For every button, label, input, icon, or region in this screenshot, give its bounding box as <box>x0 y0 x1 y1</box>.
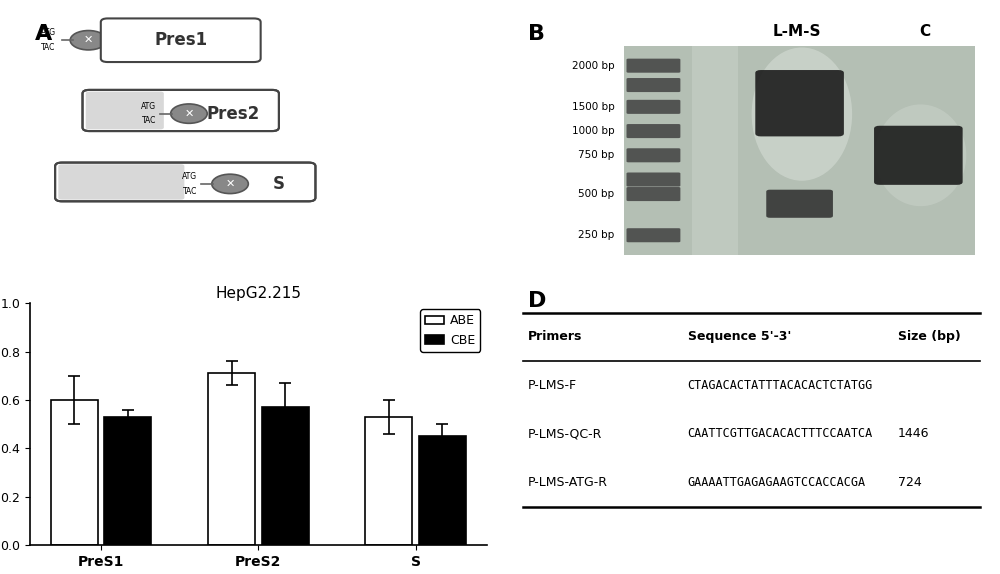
FancyBboxPatch shape <box>626 228 680 242</box>
FancyBboxPatch shape <box>86 92 164 129</box>
Circle shape <box>212 174 248 193</box>
Text: GAAAATTGAGAGAAGTCCACCACGA: GAAAATTGAGAGAAGTCCACCACGA <box>688 476 866 489</box>
Bar <box>51 400 98 545</box>
Text: TAC: TAC <box>142 117 156 125</box>
FancyBboxPatch shape <box>55 162 315 201</box>
Bar <box>624 46 975 255</box>
Text: B: B <box>528 25 545 45</box>
FancyBboxPatch shape <box>626 59 680 73</box>
FancyBboxPatch shape <box>626 124 680 138</box>
Text: P-LMS-F: P-LMS-F <box>528 379 577 392</box>
Bar <box>208 373 255 545</box>
Text: 2000 bp: 2000 bp <box>572 61 615 71</box>
Bar <box>365 417 412 545</box>
Text: ATG: ATG <box>182 172 197 181</box>
FancyBboxPatch shape <box>874 126 963 185</box>
Text: 724: 724 <box>898 476 922 489</box>
FancyBboxPatch shape <box>755 70 844 137</box>
FancyBboxPatch shape <box>626 100 680 114</box>
Bar <box>692 46 738 255</box>
Text: CAATTCGTTGACACACTTTCCAATCA: CAATTCGTTGACACACTTTCCAATCA <box>688 428 873 440</box>
Text: 750 bp: 750 bp <box>578 150 615 160</box>
Text: Sequence 5'-3': Sequence 5'-3' <box>688 331 791 343</box>
FancyBboxPatch shape <box>626 173 680 187</box>
Bar <box>419 436 466 545</box>
Text: Pres1: Pres1 <box>154 31 207 49</box>
Text: 1000 bp: 1000 bp <box>572 126 615 136</box>
Ellipse shape <box>875 104 966 206</box>
FancyBboxPatch shape <box>101 18 261 62</box>
Text: ✕: ✕ <box>184 108 194 119</box>
Text: S: S <box>273 175 285 193</box>
Text: 1446: 1446 <box>898 428 929 440</box>
Circle shape <box>70 30 107 50</box>
Legend: ABE, CBE: ABE, CBE <box>420 309 480 351</box>
Text: L-M-S: L-M-S <box>773 25 822 40</box>
Text: 500 bp: 500 bp <box>578 189 615 199</box>
Text: C: C <box>920 25 931 40</box>
Text: Primers: Primers <box>528 331 582 343</box>
Text: TAC: TAC <box>41 43 55 52</box>
Text: 250 bp: 250 bp <box>578 230 615 241</box>
Text: A: A <box>35 25 52 45</box>
Text: D: D <box>528 291 546 311</box>
FancyBboxPatch shape <box>626 187 680 201</box>
Text: ATG: ATG <box>41 29 56 37</box>
Text: Size (bp): Size (bp) <box>898 331 961 343</box>
FancyBboxPatch shape <box>626 78 680 92</box>
Text: ✕: ✕ <box>225 179 235 189</box>
Text: ✕: ✕ <box>84 35 93 45</box>
Text: 1500 bp: 1500 bp <box>572 102 615 112</box>
FancyBboxPatch shape <box>626 148 680 162</box>
Text: P-LMS-ATG-R: P-LMS-ATG-R <box>528 476 608 489</box>
Circle shape <box>171 104 207 123</box>
FancyBboxPatch shape <box>766 189 833 218</box>
FancyBboxPatch shape <box>58 164 184 200</box>
Text: Pres2: Pres2 <box>207 104 260 123</box>
Bar <box>104 417 151 545</box>
Text: TAC: TAC <box>183 187 197 196</box>
FancyBboxPatch shape <box>83 90 279 131</box>
Title: HepG2.215: HepG2.215 <box>215 285 301 301</box>
Text: ATG: ATG <box>141 102 156 111</box>
Text: P-LMS-QC-R: P-LMS-QC-R <box>528 428 602 440</box>
Bar <box>262 407 309 545</box>
Text: CTAGACACTATTTACACACTCTATGG: CTAGACACTATTTACACACTCTATGG <box>688 379 873 392</box>
Ellipse shape <box>752 48 852 181</box>
